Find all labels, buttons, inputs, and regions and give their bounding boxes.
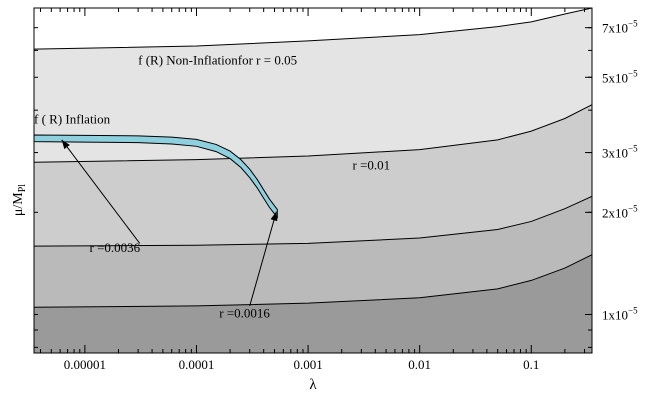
boundary-line-r-0_0036 [34, 195, 592, 247]
y-tick-exponent: −5 [628, 305, 638, 315]
y-axis-label-sub: Pl [17, 184, 28, 193]
y-tick-label: 5x10−5 [602, 68, 638, 85]
y-tick-label: 3x10−5 [602, 144, 638, 161]
annotations: f (R) Non-Inflationfor r = 0.05 f ( R) In… [34, 53, 390, 321]
annotation-arrow-2 [249, 211, 278, 307]
y-tick-exponent: −5 [628, 144, 638, 154]
annotation-arrows [61, 139, 278, 307]
y-tick-mantissa: 2x10 [602, 205, 628, 220]
y-tick-mantissa: 7x10 [602, 21, 628, 36]
y-tick-exponent: −5 [628, 19, 638, 29]
boundary-line-r-0_01 [34, 104, 592, 163]
x-tick-label: 0.0001 [179, 357, 215, 372]
y-axis-label: μ/MPl [11, 184, 28, 216]
plot-frame [33, 7, 593, 354]
y-tick-mantissa: 5x10 [602, 70, 628, 85]
annotation-arrow-1 [61, 139, 141, 244]
x-tick-label: 0.1 [523, 357, 539, 372]
boundary-line-r-0_05 [34, 8, 592, 50]
y-tick-mantissa: 3x10 [602, 146, 628, 161]
boundary-line-r-0_0016 [34, 254, 592, 308]
x-axis-label: λ [309, 377, 317, 393]
annotation-r0036: r =0.0036 [90, 240, 141, 255]
x-tick-label: 0.001 [293, 357, 322, 372]
annotation-infl: f ( R) Inflation [34, 112, 111, 127]
y-axis-label-main: μ/M [11, 192, 26, 216]
annotation-r0016: r =0.0016 [219, 305, 270, 320]
annotation-nonInfl: f (R) Non-Inflationfor r = 0.05 [138, 53, 297, 68]
y-tick-label: 7x10−5 [602, 19, 638, 36]
annotation-r001: r =0.01 [352, 158, 390, 173]
x-tick-label: 0.01 [408, 357, 431, 372]
x-tick-label: 0.00001 [64, 357, 106, 372]
y-tick-exponent: −5 [628, 203, 638, 213]
inflation-curve-group [34, 134, 278, 220]
inflation-curve-band [34, 134, 278, 220]
axis-ticks: 0.00001 0.0001 0.001 0.01 0.11x10−52x10−53x1… [34, 8, 638, 372]
y-tick-exponent: −5 [628, 68, 638, 78]
band-r-0_0016 [34, 254, 592, 353]
y-tick-label: 1x10−5 [602, 305, 638, 322]
y-tick-label: 2x10−5 [602, 203, 638, 220]
constraint-bands [34, 8, 592, 353]
y-tick-mantissa: 1x10 [602, 307, 628, 322]
